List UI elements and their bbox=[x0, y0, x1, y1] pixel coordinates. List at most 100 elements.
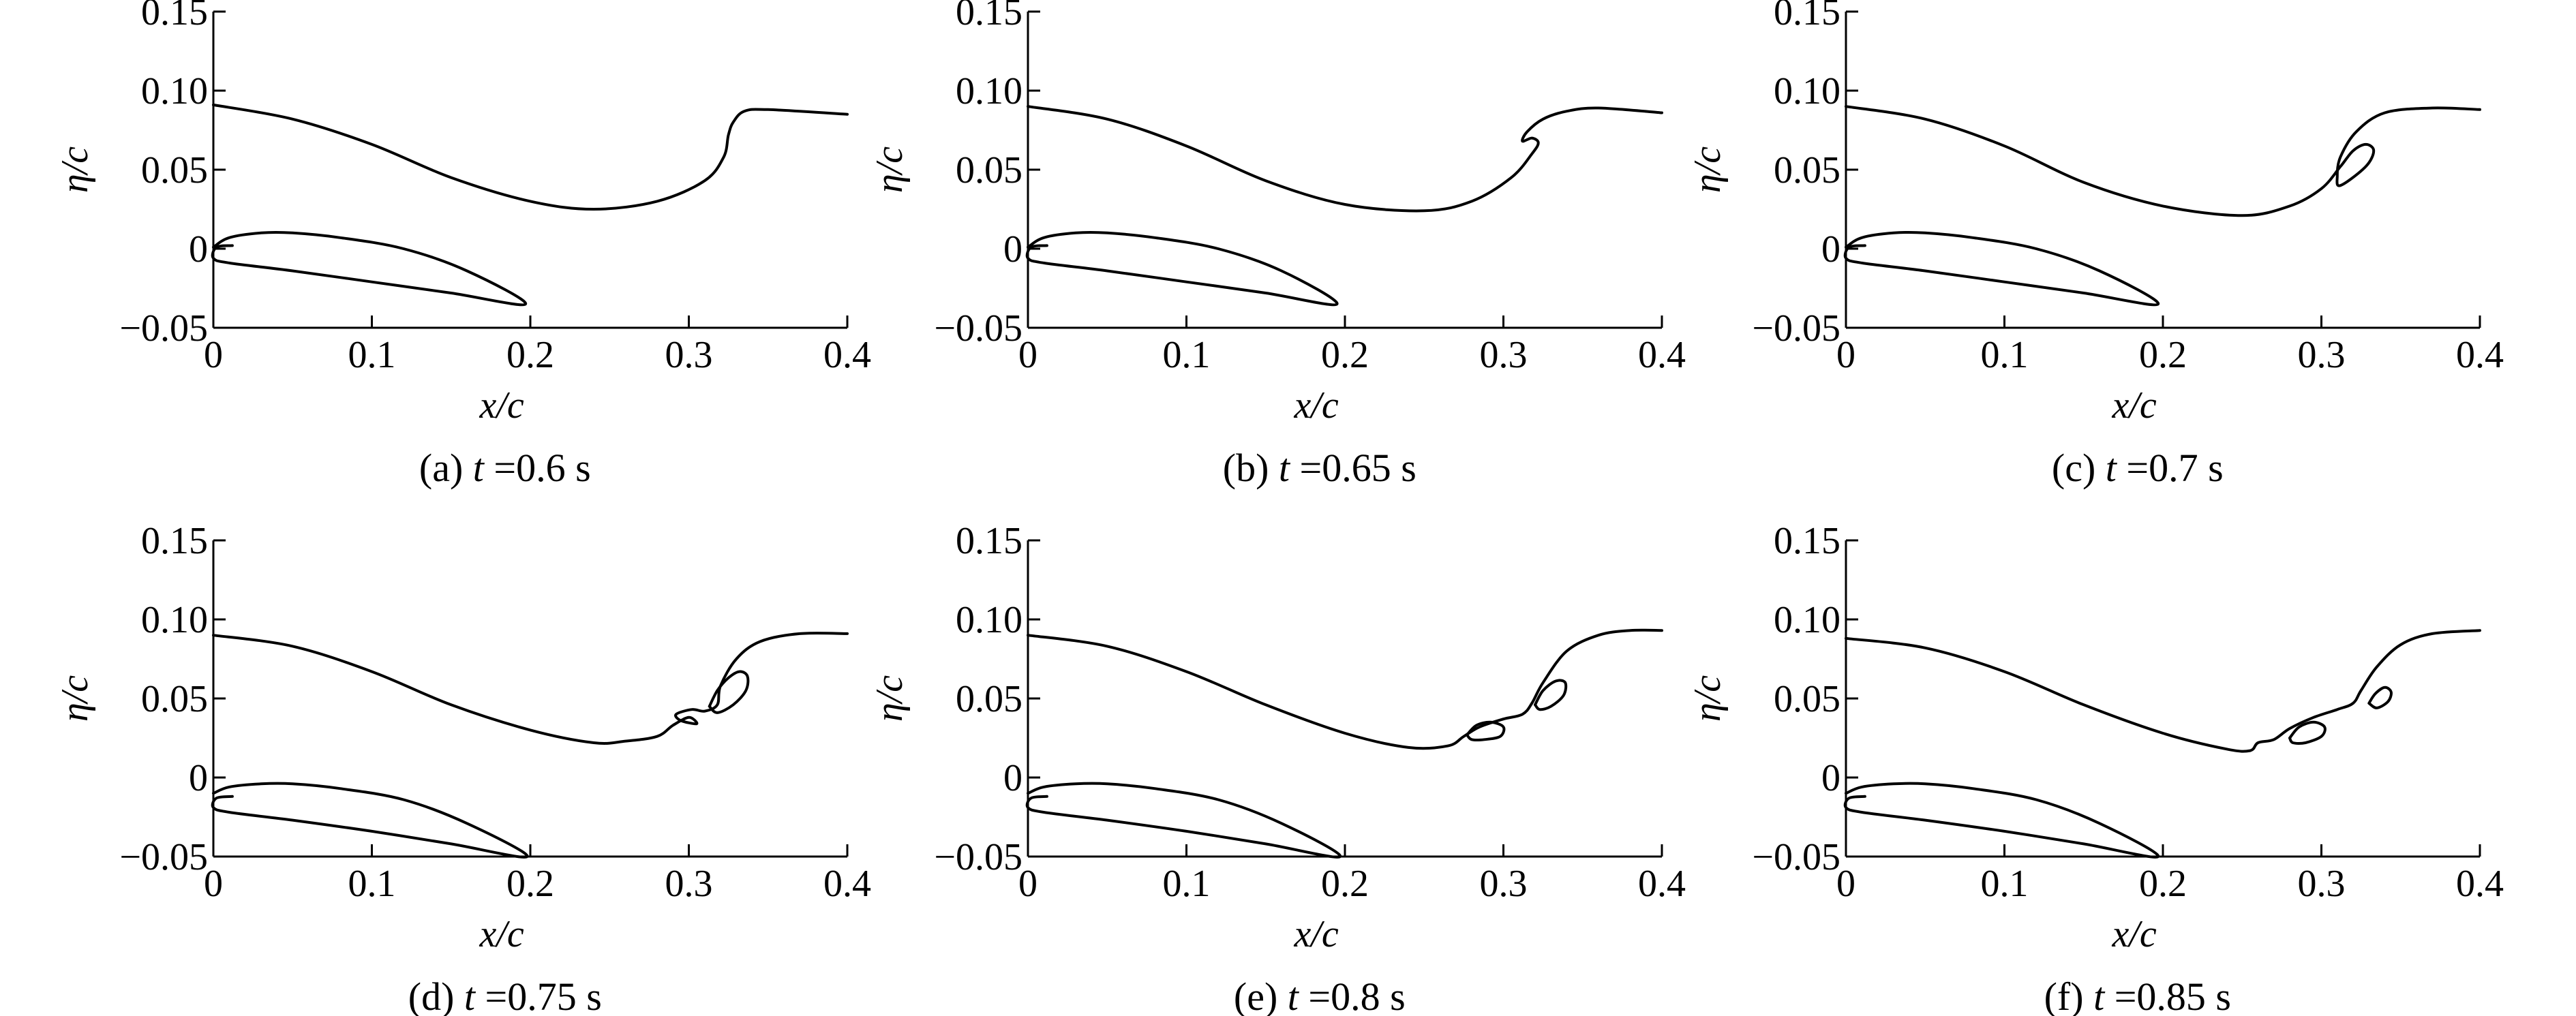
hydrofoil-curve bbox=[1025, 230, 1339, 307]
x-tick-label: 0.1 bbox=[1981, 334, 2029, 376]
x-tick-label: 0.4 bbox=[2456, 334, 2504, 376]
panel-1: 0 0.1 0.2 0.3 0.4−0.0500.050.100.15x/cη/c(a)… bbox=[54, 0, 871, 490]
panel-caption: (c) t =0.7 s bbox=[2052, 446, 2224, 490]
caption-prefix: (e) bbox=[1234, 974, 1277, 1016]
caption-variable: t bbox=[1288, 974, 1300, 1016]
y-tick-label: 0.15 bbox=[1774, 520, 1840, 562]
x-tick-label: 0.2 bbox=[1321, 334, 1369, 376]
free-surface-curve bbox=[1845, 629, 2481, 753]
hydrofoil-curve bbox=[1843, 782, 2160, 859]
panel-3: 0 0.1 0.2 0.3 0.4−0.0500.050.100.15x/cη/c(c)… bbox=[1686, 0, 2504, 490]
hydrofoil-curve bbox=[1025, 782, 1342, 859]
caption-prefix: (d) bbox=[408, 974, 455, 1016]
caption-space bbox=[1277, 974, 1288, 1016]
bubble-curve bbox=[2367, 686, 2393, 709]
y-tick-label: 0 bbox=[189, 228, 208, 271]
panel-caption: (d) t =0.75 s bbox=[408, 974, 602, 1016]
x-tick-label: 0.1 bbox=[1981, 863, 2029, 905]
y-tick-label: 0.10 bbox=[141, 70, 208, 112]
y-tick-label: −0.05 bbox=[119, 307, 208, 350]
x-tick-label: 0.4 bbox=[2456, 863, 2504, 905]
y-tick-label: 0.15 bbox=[956, 0, 1022, 33]
y-tick-label: 0.05 bbox=[141, 149, 208, 191]
y-tick-label: 0 bbox=[1821, 757, 1840, 799]
free-surface-curve bbox=[1845, 105, 2481, 217]
caption-variable: t bbox=[464, 974, 476, 1016]
y-tick-label: 0.15 bbox=[141, 0, 208, 33]
caption-value: =0.6 s bbox=[484, 446, 591, 490]
y-tick-label: 0.05 bbox=[141, 678, 208, 720]
caption-prefix: (f) bbox=[2044, 974, 2084, 1016]
x-tick-label: 0.4 bbox=[823, 334, 871, 376]
x-tick-label: 0.2 bbox=[506, 863, 554, 905]
bubble-curve bbox=[1466, 720, 1506, 742]
panel-caption: (a) t =0.6 s bbox=[419, 446, 591, 490]
y-tick-label: 0.15 bbox=[956, 520, 1022, 562]
y-tick-label: 0 bbox=[1003, 228, 1022, 271]
y-tick-label: 0.10 bbox=[956, 599, 1022, 641]
y-tick-label: −0.05 bbox=[1752, 307, 1840, 350]
x-tick-label: 0.4 bbox=[1638, 334, 1686, 376]
x-axis-label: x/c bbox=[2112, 913, 2157, 955]
x-tick-label: 0.4 bbox=[823, 863, 871, 905]
x-tick-label: 0 bbox=[1018, 334, 1037, 376]
x-tick-label: 0 bbox=[204, 334, 223, 376]
y-axis-label: η/c bbox=[54, 675, 96, 722]
x-axis-label: x/c bbox=[2112, 384, 2157, 427]
y-tick-label: 0.15 bbox=[141, 520, 208, 562]
x-tick-label: 0.3 bbox=[2298, 863, 2346, 905]
x-tick-label: 0.1 bbox=[348, 863, 396, 905]
caption-value: =0.65 s bbox=[1290, 446, 1416, 490]
y-axis-label: η/c bbox=[1686, 147, 1729, 193]
y-axis-label: η/c bbox=[868, 675, 911, 722]
x-axis-label: x/c bbox=[479, 913, 524, 955]
y-tick-label: 0.05 bbox=[1774, 678, 1840, 720]
x-tick-label: 0 bbox=[1836, 334, 1855, 376]
caption-value: =0.7 s bbox=[2117, 446, 2224, 490]
caption-variable: t bbox=[473, 446, 485, 490]
hydrofoil-curve bbox=[1843, 230, 2160, 307]
panel-2: 0 0.1 0.2 0.3 0.4−0.0500.050.100.15x/cη/c(b)… bbox=[868, 0, 1686, 490]
free-surface-curve bbox=[212, 103, 849, 211]
x-axis-label: x/c bbox=[1294, 384, 1339, 427]
y-tick-label: 0.05 bbox=[956, 678, 1022, 720]
caption-variable: t bbox=[2093, 974, 2106, 1016]
free-surface-curve bbox=[212, 632, 849, 745]
bubble-curve bbox=[2288, 720, 2327, 745]
caption-prefix: (b) bbox=[1223, 446, 1269, 490]
caption-value: =0.75 s bbox=[475, 974, 602, 1016]
bubble-curve bbox=[708, 670, 750, 714]
caption-value: =0.8 s bbox=[1299, 974, 1406, 1016]
y-tick-label: 0.05 bbox=[956, 149, 1022, 191]
caption-space bbox=[463, 446, 473, 490]
caption-space bbox=[454, 974, 464, 1016]
panel-caption: (e) t =0.8 s bbox=[1234, 974, 1406, 1016]
caption-space bbox=[2084, 974, 2094, 1016]
x-tick-label: 0.3 bbox=[1480, 863, 1528, 905]
x-tick-label: 0.2 bbox=[2139, 334, 2187, 376]
free-surface-curve bbox=[1027, 105, 1663, 213]
x-tick-label: 0.2 bbox=[2139, 863, 2187, 905]
hydrofoil-curve bbox=[211, 230, 528, 307]
caption-prefix: (c) bbox=[2052, 446, 2095, 490]
y-axis-label: η/c bbox=[868, 147, 911, 193]
x-tick-label: 0.2 bbox=[506, 334, 554, 376]
y-tick-label: 0 bbox=[1003, 757, 1022, 799]
x-tick-label: 0.3 bbox=[2298, 334, 2346, 376]
x-tick-label: 0.2 bbox=[1321, 863, 1369, 905]
y-tick-label: −0.05 bbox=[1752, 836, 1840, 878]
x-tick-label: 0.3 bbox=[665, 334, 713, 376]
y-tick-label: 0.10 bbox=[141, 599, 208, 641]
caption-prefix: (a) bbox=[419, 446, 463, 490]
x-tick-label: 0.3 bbox=[1480, 334, 1528, 376]
x-axis-label: x/c bbox=[1294, 913, 1339, 955]
y-tick-label: 0 bbox=[1821, 228, 1840, 271]
x-tick-label: 0.1 bbox=[1163, 334, 1211, 376]
x-tick-label: 0.4 bbox=[1638, 863, 1686, 905]
panel-6: 0 0.1 0.2 0.3 0.4−0.0500.050.100.15x/cη/c(f)… bbox=[1686, 520, 2504, 1016]
x-tick-label: 0.1 bbox=[348, 334, 396, 376]
x-tick-label: 0.1 bbox=[1163, 863, 1211, 905]
x-tick-label: 0 bbox=[1018, 863, 1037, 905]
caption-space bbox=[1269, 446, 1279, 490]
y-tick-label: 0 bbox=[189, 757, 208, 799]
